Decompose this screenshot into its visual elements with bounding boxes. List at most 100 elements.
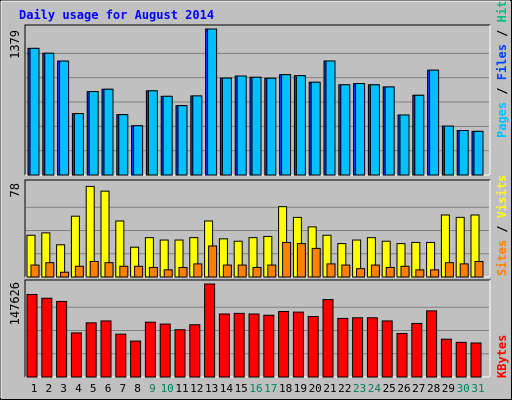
legend-pages: Pages <box>495 102 509 138</box>
pages-bar <box>414 94 425 176</box>
kbytes-bar <box>426 310 438 378</box>
x-day-label: 31 <box>471 382 484 395</box>
kbytes-bar <box>248 313 260 378</box>
x-day-label: 29 <box>442 382 455 395</box>
panel1-bars <box>27 28 484 176</box>
sites-bar <box>385 266 395 278</box>
x-day-label: 23 <box>353 382 366 395</box>
x-axis-day-labels: 1 2 3 4 5 6 7 8 9 10 11 12 13 14 15 16 17 18 19 20 21 22 23 24 2… <box>31 382 485 395</box>
x-day-label: 26 <box>397 382 410 395</box>
sites-bar <box>430 269 440 278</box>
legend-sep-3: / <box>495 218 509 240</box>
x-day-label: 15 <box>235 382 248 395</box>
sites-bar <box>282 241 292 278</box>
pages-bar <box>473 130 484 176</box>
chart-title: Daily usage for August 2014 <box>19 8 214 22</box>
legend-sep-1: / <box>495 80 509 102</box>
pages-bar <box>221 77 232 176</box>
x-day-label: 10 <box>161 382 174 395</box>
x-day-label: 12 <box>190 382 203 395</box>
pages-bar <box>443 125 454 176</box>
sites-bar <box>222 264 232 278</box>
kbytes-bar <box>470 342 482 378</box>
sites-bar <box>148 266 158 278</box>
sites-bar <box>237 264 247 278</box>
kbytes-bar <box>204 283 216 378</box>
x-day-label: 19 <box>294 382 307 395</box>
x-day-label: 25 <box>383 382 396 395</box>
x-day-label: 24 <box>368 382 382 395</box>
kbytes-bar <box>174 329 186 378</box>
pages-bar <box>325 60 336 176</box>
panel2-bars <box>26 185 484 278</box>
pages-bar <box>133 125 144 176</box>
x-day-label: 11 <box>175 382 188 395</box>
pages-bar <box>399 114 410 176</box>
sites-bar <box>89 261 99 278</box>
sites-bar <box>267 264 277 278</box>
kbytes-bar <box>130 340 142 378</box>
sites-bar <box>163 269 173 278</box>
sites-bar <box>134 265 144 278</box>
pages-bar <box>429 69 440 176</box>
kbytes-bar <box>396 333 408 378</box>
x-day-label: 22 <box>338 382 351 395</box>
sites-bar <box>474 261 484 278</box>
sites-bar <box>74 265 84 278</box>
pages-bar <box>103 88 114 176</box>
kbytes-bar <box>144 321 156 378</box>
pages-bar <box>118 114 129 176</box>
kbytes-bar <box>352 317 364 378</box>
x-day-label: 20 <box>309 382 322 395</box>
pages-bar <box>88 91 99 176</box>
x-day-label: 7 <box>119 382 126 395</box>
kbytes-bar <box>440 338 452 378</box>
pages-bar <box>177 105 188 176</box>
kbytes-bar <box>70 332 82 378</box>
sites-bar <box>459 263 469 278</box>
legend-hits: Hits <box>495 0 509 22</box>
legend-sep-2: / <box>495 22 509 44</box>
panel1-ymax-label: 1379 <box>8 30 22 59</box>
panel3-bars <box>26 283 482 378</box>
sites-bar <box>356 268 366 278</box>
sites-bar <box>119 265 129 278</box>
pages-bar <box>384 86 395 176</box>
panel3-ymax-label: 147626 <box>8 282 22 325</box>
x-day-label: 16 <box>249 382 262 395</box>
x-day-label: 9 <box>149 382 156 395</box>
pages-bar <box>369 84 380 176</box>
sites-bar <box>193 263 203 278</box>
pages-bar <box>73 113 84 176</box>
pages-bar <box>207 28 218 176</box>
panel-sites-visits: 78 <box>8 179 491 278</box>
kbytes-bar <box>292 311 304 378</box>
pages-bar <box>147 90 158 176</box>
legend-sites-visits: Sites / Visits <box>495 175 509 276</box>
x-day-label: 1 <box>31 382 38 395</box>
panel-kbytes: 147626 <box>8 279 491 378</box>
sites-bar <box>208 245 218 278</box>
sites-bar <box>252 266 262 278</box>
kbytes-bar <box>263 314 275 378</box>
kbytes-bar <box>337 317 349 378</box>
legend-pages-files-hits: Pages / Files / Hits <box>495 0 509 138</box>
sites-bar <box>296 243 306 278</box>
x-day-label: 2 <box>45 382 52 395</box>
kbytes-bar <box>307 316 319 378</box>
legend-files: Files <box>495 44 509 80</box>
legend-visits: Visits <box>495 175 509 218</box>
kbytes-bar <box>366 317 378 378</box>
x-day-label: 4 <box>75 382 82 395</box>
kbytes-bar <box>233 312 245 378</box>
x-day-label: 14 <box>220 382 234 395</box>
kbytes-bar <box>26 293 38 378</box>
sites-bar <box>60 271 70 278</box>
kbytes-bar <box>115 333 127 378</box>
pages-bar <box>29 47 40 176</box>
pages-bar <box>281 74 292 176</box>
kbytes-bar <box>56 300 68 378</box>
pages-bar <box>310 81 321 176</box>
kbytes-bar <box>189 324 201 378</box>
